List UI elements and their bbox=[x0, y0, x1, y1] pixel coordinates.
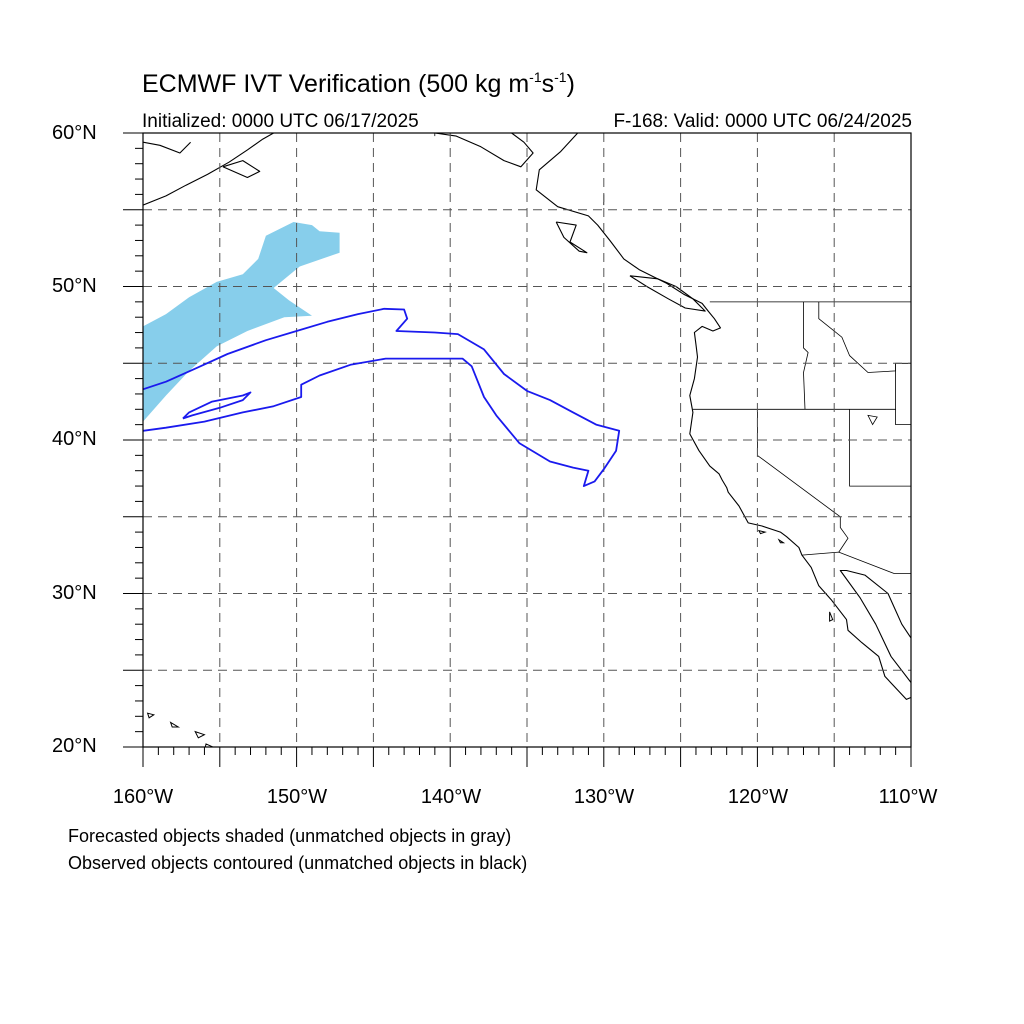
island-0 bbox=[204, 743, 215, 747]
caption-forecast: Forecasted objects shaded (unmatched obj… bbox=[68, 826, 512, 846]
axis-ticks bbox=[123, 132, 912, 767]
island-5 bbox=[757, 529, 767, 535]
coastline-4 bbox=[143, 141, 191, 154]
lon-label-140w: 140°W bbox=[420, 786, 482, 808]
valid-time-label: F-168: Valid: 0000 UTC 06/24/2025 bbox=[613, 111, 912, 132]
lat-label-50n: 50°N bbox=[52, 275, 97, 297]
lon-label-160w: 160°W bbox=[112, 786, 174, 808]
initialized-label: Initialized: 0000 UTC 06/17/2025 bbox=[142, 111, 419, 132]
coastline-6 bbox=[434, 133, 534, 168]
lat-label-20n: 20°N bbox=[52, 735, 97, 757]
island-1 bbox=[194, 730, 206, 739]
lat-label-30n: 30°N bbox=[52, 582, 97, 604]
border-4 bbox=[818, 301, 911, 373]
map-frame bbox=[142, 132, 912, 748]
chart-title: ECMWF IVT Verification (500 kg m-1s-1) bbox=[142, 69, 575, 98]
border-2 bbox=[757, 409, 841, 518]
coastline-5 bbox=[222, 160, 261, 179]
coastline-2 bbox=[629, 275, 706, 312]
lat-label-40n: 40°N bbox=[52, 428, 97, 450]
border-5 bbox=[895, 363, 911, 426]
forecast-object-layer bbox=[143, 222, 340, 422]
lon-label-120w: 120°W bbox=[727, 786, 789, 808]
border-8 bbox=[801, 551, 911, 574]
island-4 bbox=[777, 538, 786, 544]
island-6 bbox=[829, 611, 834, 622]
border-7 bbox=[838, 516, 849, 553]
lake-0 bbox=[867, 414, 878, 426]
caption-observed: Observed objects contoured (unmatched ob… bbox=[68, 853, 528, 873]
gridline-layer bbox=[143, 133, 911, 747]
island-3 bbox=[146, 712, 156, 719]
coastline-1 bbox=[555, 221, 588, 254]
island-2 bbox=[169, 721, 181, 728]
coastline-0 bbox=[535, 133, 911, 700]
lon-label-110w: 110°W bbox=[878, 786, 938, 808]
coastline-layer bbox=[143, 133, 911, 747]
lon-label-150w: 150°W bbox=[266, 786, 328, 808]
forecast-ivt-object bbox=[143, 222, 340, 422]
observed-ivt-contour-inner bbox=[182, 391, 252, 420]
lat-label-60n: 60°N bbox=[52, 122, 97, 144]
lon-label-130w: 130°W bbox=[573, 786, 635, 808]
coastline-3 bbox=[143, 133, 274, 206]
observed-object-layer bbox=[143, 307, 621, 488]
observed-ivt-contour bbox=[143, 307, 621, 488]
border-3 bbox=[803, 301, 809, 410]
border-6 bbox=[849, 409, 911, 487]
